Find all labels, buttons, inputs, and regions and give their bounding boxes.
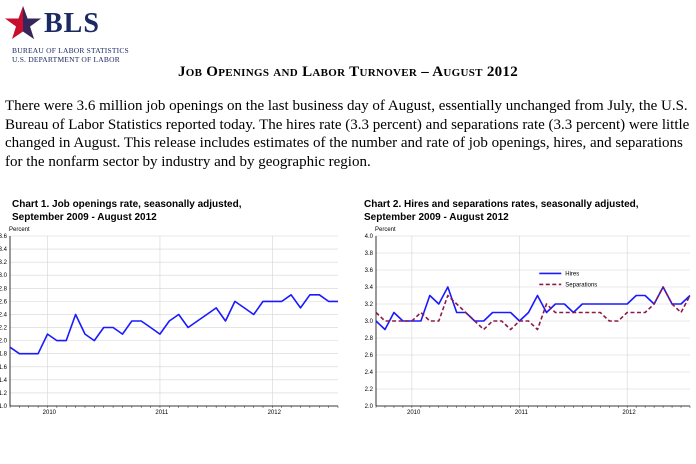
hires-series-line — [375, 286, 691, 331]
y-tick-label: 2.0 — [0, 339, 8, 345]
chart1-title: Chart 1. Job openings rate, seasonally a… — [12, 199, 242, 223]
y-tick-label: 2.2 — [0, 326, 8, 332]
logo-wordmark: BLS — [44, 8, 100, 39]
y-tick-label: 2.2 — [365, 387, 374, 393]
hires-separations-chart: Percent 2.0 2.2 2.4 2.6 2.8 3.0 3.2 3.4 3.6 3.8 4.0… — [365, 227, 691, 416]
y-tick-label: 1.6 — [0, 365, 8, 371]
y-tick-label: 2.8 — [0, 286, 8, 292]
series-line — [9, 294, 338, 355]
page-title: Job Openings and Labor Turnover – August… — [177, 64, 519, 80]
y-tick-label: 3.6 — [0, 234, 8, 240]
separations-series-line — [375, 286, 691, 331]
y-tick-label: 3.0 — [365, 319, 374, 325]
department-name: U.S. DEPARTMENT OF LABOR — [12, 55, 120, 64]
y-tick-label: 3.2 — [0, 260, 8, 266]
y-tick-label: 2.6 — [0, 299, 8, 305]
y-tick-label: 3.6 — [365, 268, 374, 274]
y-unit-label: Percent — [375, 227, 396, 233]
star-icon — [5, 6, 41, 39]
legend-label-separations: Separations — [565, 282, 597, 288]
x-tick-label: 2012 — [622, 410, 636, 416]
y-unit-label: Percent — [9, 227, 30, 233]
y-tick-label: 3.4 — [0, 247, 8, 253]
y-tick-label: 3.2 — [365, 302, 374, 308]
y-tick-label: 1.8 — [0, 352, 8, 358]
y-tick-label: 1.4 — [0, 378, 8, 384]
job-openings-chart: Percent 1.0 1.2 1.4 1.6 1.8 2.0 2.2 2.4 2.6 2.8 3.0… — [0, 227, 339, 416]
x-tick-label: 2011 — [515, 410, 529, 416]
x-tick-label: 2011 — [155, 410, 169, 416]
legend-label-hires: Hires — [565, 271, 579, 277]
intro-paragraph: There were 3.6 million job openings on t… — [5, 98, 690, 170]
x-tick-label: 2010 — [407, 410, 421, 416]
agency-name: BUREAU OF LABOR STATISTICS — [12, 46, 129, 55]
y-tick-label: 2.6 — [365, 353, 374, 359]
y-tick-label: 2.4 — [365, 370, 374, 376]
x-tick-label: 2010 — [43, 410, 57, 416]
y-tick-label: 4.0 — [365, 234, 374, 240]
y-tick-label: 2.0 — [365, 404, 374, 410]
y-tick-label: 3.4 — [365, 285, 374, 291]
y-tick-label: 3.8 — [365, 251, 374, 257]
y-tick-label: 2.8 — [365, 336, 374, 342]
y-tick-label: 1.2 — [0, 391, 8, 397]
chart2-title: Chart 2. Hires and separations rates, se… — [364, 199, 639, 223]
y-tick-label: 1.0 — [0, 404, 8, 410]
bls-logo[interactable]: BLS BUREAU OF LABOR STATISTICS U.S. DEPA… — [4, 4, 144, 64]
y-tick-label: 3.0 — [0, 273, 8, 279]
x-tick-label: 2012 — [268, 410, 282, 416]
y-tick-label: 2.4 — [0, 312, 8, 318]
